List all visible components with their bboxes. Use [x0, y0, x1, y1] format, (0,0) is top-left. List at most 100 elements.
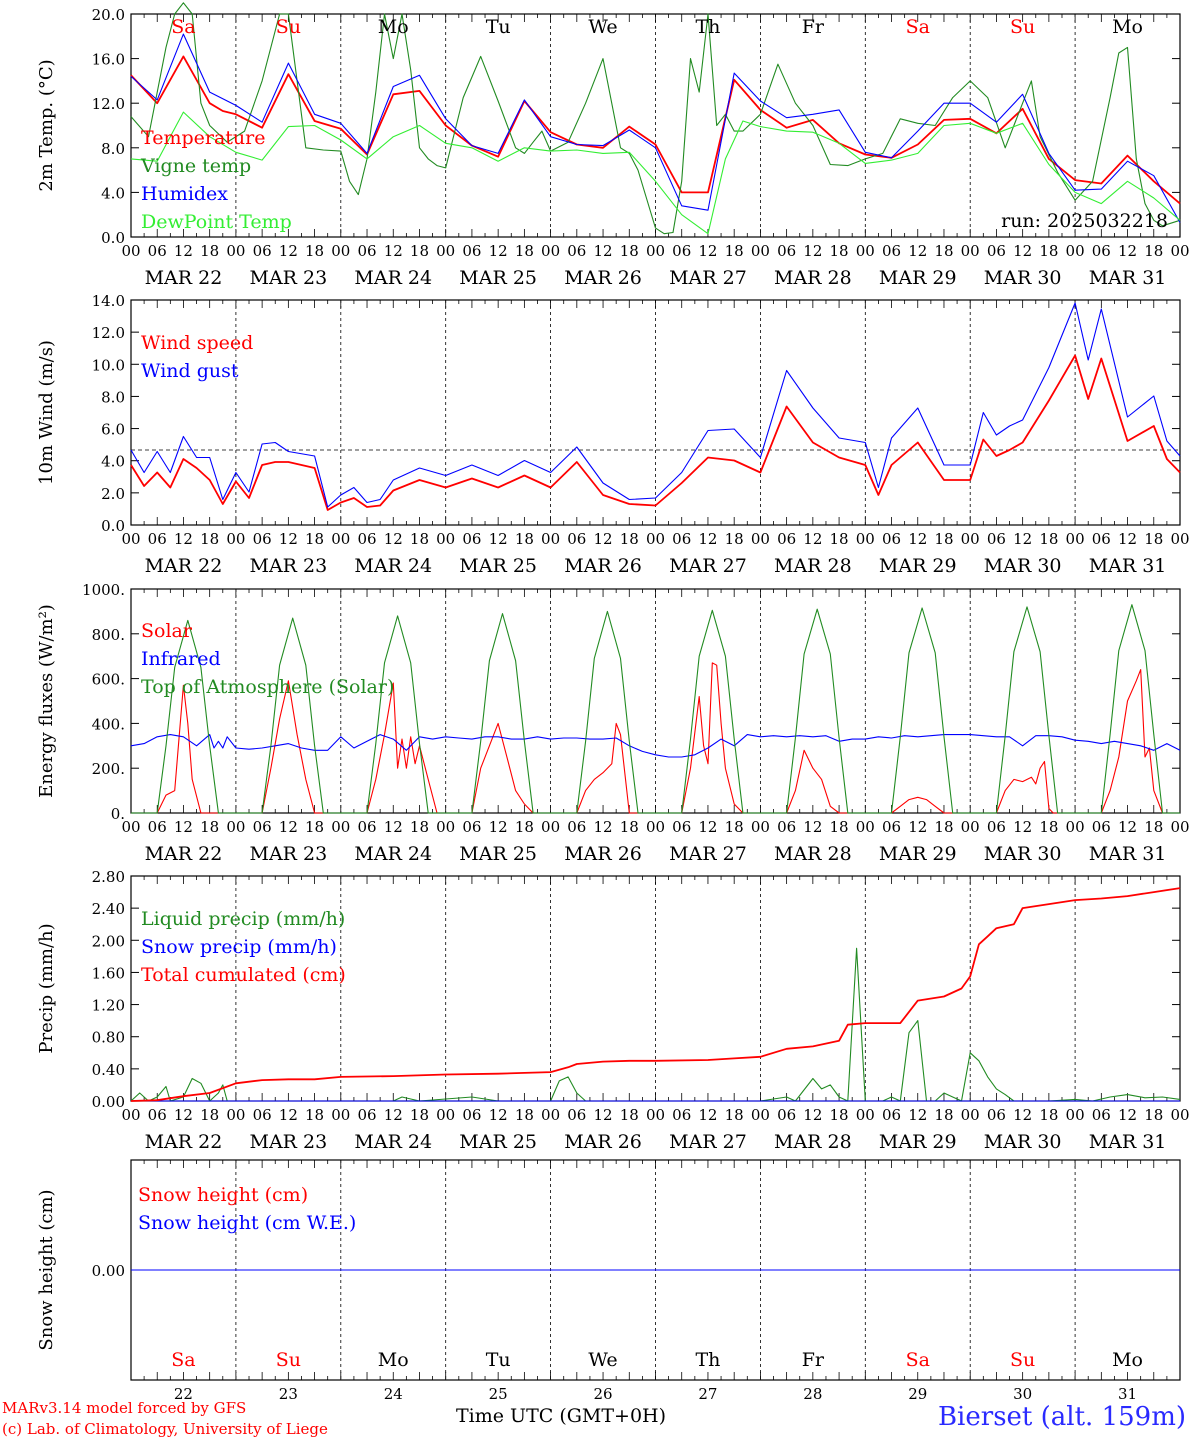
y-tick-label: 6.0 — [101, 421, 125, 439]
legend-entry: Infrared — [141, 648, 221, 670]
x-tick-label: 06 — [148, 1106, 167, 1124]
x-tick-label: 00 — [331, 1106, 350, 1124]
day-name-label: Su — [276, 1349, 301, 1371]
x-tick-label: 18 — [305, 530, 324, 548]
x-tick-label: 18 — [410, 242, 429, 260]
date-label: MAR 26 — [564, 1131, 642, 1153]
x-tick-label: 06 — [672, 1106, 691, 1124]
x-tick-label: 12 — [1118, 1106, 1137, 1124]
panel-1: 0.0 4.0 8.0 12.0 16.0 20.0 2m Temp. (°C) 00 06 12… — [36, 2, 1190, 289]
x-tick-label: 18 — [830, 818, 849, 836]
date-label: MAR 24 — [354, 1131, 432, 1153]
x-tick-label: 06 — [1092, 530, 1111, 548]
x-tick-label: 12 — [803, 530, 822, 548]
x-tick-label: 00 — [1066, 530, 1085, 548]
x-tick-label: 12 — [279, 1106, 298, 1124]
y-axis-label: 2m Temp. (°C) — [36, 59, 57, 191]
day-number-label: 29 — [908, 1385, 927, 1403]
x-tick-label: 06 — [253, 242, 272, 260]
x-tick-label: 00 — [541, 818, 560, 836]
y-tick-label: 0.0 — [101, 229, 125, 247]
x-tick-label: 12 — [1013, 242, 1032, 260]
x-tick-label: 06 — [1092, 1106, 1111, 1124]
date-label: MAR 26 — [564, 555, 642, 577]
x-tick-label: 00 — [331, 818, 350, 836]
x-tick-label: 06 — [462, 242, 481, 260]
x-tick-label: 06 — [882, 818, 901, 836]
x-tick-label: 00 — [541, 530, 560, 548]
x-tick-label: 12 — [384, 1106, 403, 1124]
x-tick-label: 00 — [961, 1106, 980, 1124]
x-tick-label: 12 — [279, 242, 298, 260]
x-tick-label: 06 — [567, 818, 586, 836]
x-tick-label: 00 — [226, 242, 245, 260]
x-tick-label: 18 — [515, 242, 534, 260]
date-label: MAR 31 — [1089, 555, 1167, 577]
series-line-infrared — [130, 734, 1181, 758]
x-tick-label: 18 — [620, 1106, 639, 1124]
x-tick-label: 06 — [672, 242, 691, 260]
x-tick-label: 06 — [777, 242, 796, 260]
date-label: MAR 23 — [249, 555, 327, 577]
x-tick-label: 00 — [541, 242, 560, 260]
x-tick-label: 00 — [856, 242, 875, 260]
y-tick-label: 0.00 — [92, 1093, 125, 1111]
series-line-dewpoint-temp — [130, 111, 1181, 235]
y-tick-label: 0.0 — [101, 517, 125, 535]
x-tick-label: 12 — [908, 818, 927, 836]
x-tick-label: 18 — [1039, 818, 1058, 836]
panel-frame — [130, 299, 1181, 526]
x-tick-label: 18 — [1039, 242, 1058, 260]
x-tick-label: 12 — [908, 1106, 927, 1124]
day-name-label: We — [588, 16, 617, 38]
date-label: MAR 31 — [1089, 267, 1167, 289]
x-tick-label: 12 — [1013, 530, 1032, 548]
x-tick-label: 00 — [436, 242, 455, 260]
x-tick-label: 06 — [253, 818, 272, 836]
x-tick-label: 18 — [1144, 1106, 1163, 1124]
x-tick-label: 18 — [410, 818, 429, 836]
x-tick-label: 00 — [1170, 1106, 1189, 1124]
date-label: MAR 25 — [459, 1131, 537, 1153]
station-label: Bierset (alt. 159m) — [937, 1402, 1186, 1432]
x-tick-label: 12 — [279, 530, 298, 548]
x-tick-label: 12 — [594, 818, 613, 836]
y-tick-label: 2.00 — [92, 932, 125, 950]
y-tick-label: 400. — [92, 715, 125, 733]
date-label: MAR 22 — [145, 843, 223, 865]
panel-3: 0. 200. 400. 600. 800. 1000. Energy fluxes (W/… — [36, 581, 1190, 865]
x-tick-label: 06 — [882, 242, 901, 260]
credit-lab: (c) Lab. of Climatology, University of L… — [2, 1420, 328, 1438]
y-axis-label: 10m Wind (m/s) — [36, 340, 57, 485]
date-label: MAR 30 — [984, 555, 1062, 577]
x-tick-label: 06 — [987, 818, 1006, 836]
x-tick-label: 12 — [1118, 242, 1137, 260]
date-label: MAR 26 — [564, 267, 642, 289]
day-name-label: Tu — [486, 16, 511, 38]
x-tick-label: 12 — [384, 818, 403, 836]
x-tick-label: 06 — [777, 530, 796, 548]
x-tick-label: 12 — [698, 818, 717, 836]
date-label: MAR 22 — [145, 1131, 223, 1153]
day-name-label: Mo — [1112, 1349, 1143, 1371]
x-tick-label: 18 — [725, 818, 744, 836]
series-line-total-cumulated-cm- — [130, 887, 1181, 1102]
x-tick-label: 18 — [515, 818, 534, 836]
legend-entry: Vigne temp — [140, 155, 251, 177]
day-number-label: 26 — [594, 1385, 613, 1403]
x-tick-label: 18 — [830, 242, 849, 260]
day-number-label: 25 — [489, 1385, 508, 1403]
x-tick-label: 12 — [698, 1106, 717, 1124]
x-tick-label: 18 — [620, 530, 639, 548]
x-tick-label: 00 — [121, 1106, 140, 1124]
y-axis-label: Energy fluxes (W/m²) — [36, 604, 57, 798]
date-label: MAR 25 — [459, 267, 537, 289]
x-tick-label: 18 — [620, 242, 639, 260]
x-tick-label: 12 — [594, 530, 613, 548]
y-tick-label: 1.20 — [92, 997, 125, 1015]
day-number-label: 22 — [174, 1385, 193, 1403]
date-label: MAR 29 — [879, 555, 957, 577]
x-tick-label: 06 — [148, 818, 167, 836]
day-name-label: Sa — [906, 1349, 930, 1371]
